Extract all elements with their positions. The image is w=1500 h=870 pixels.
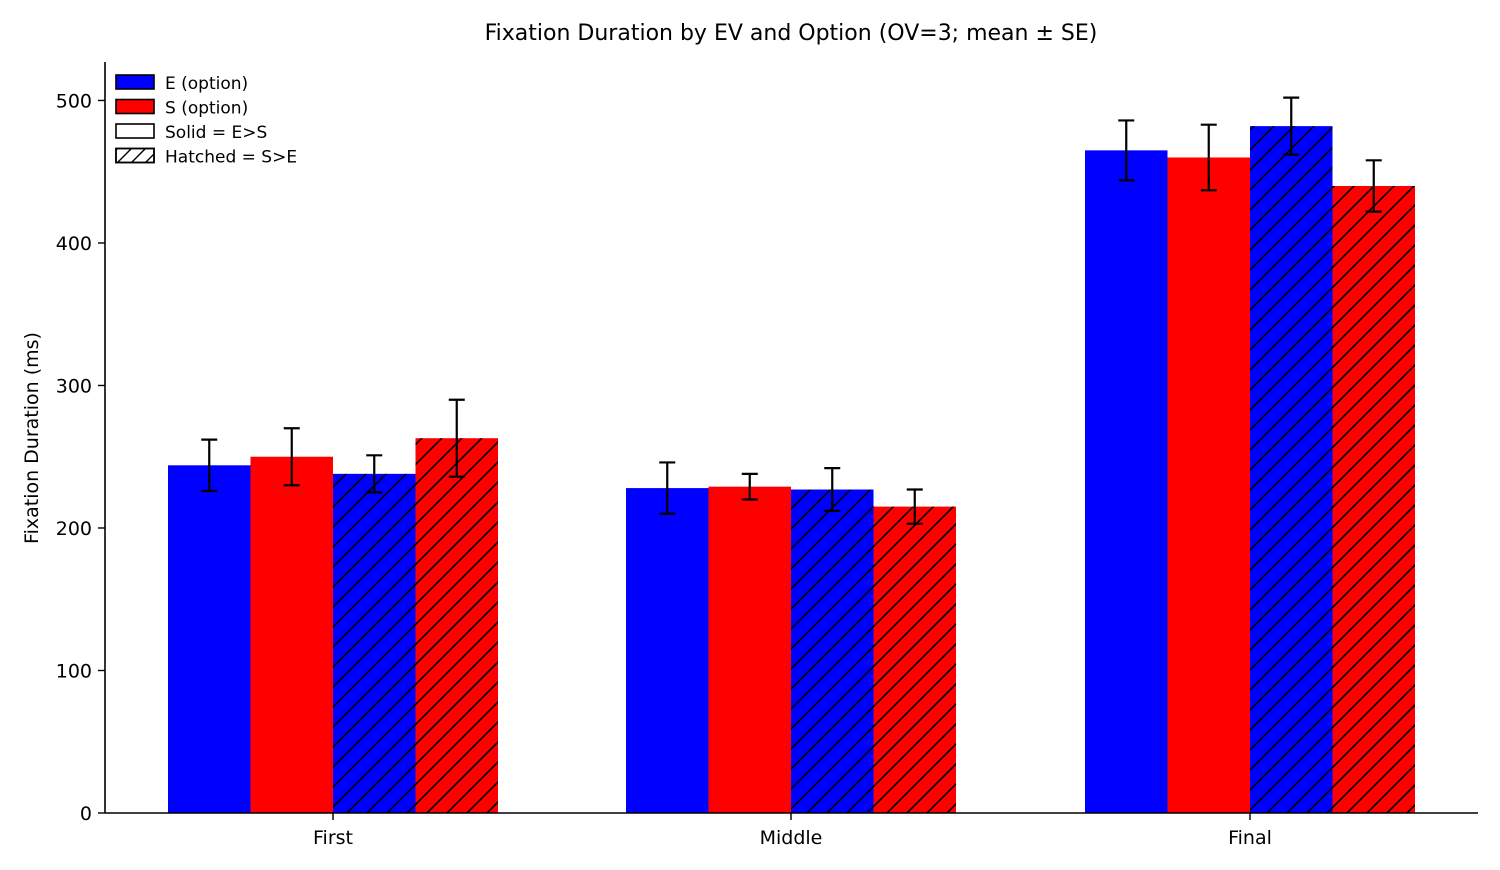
bar-e-hatched-first-hatch — [333, 473, 416, 813]
error-bar — [659, 461, 676, 515]
y-tick-label: 300 — [56, 375, 92, 397]
bar-e-solid-first — [168, 465, 251, 813]
chart-title: Fixation Duration by EV and Option (OV=3… — [485, 21, 1098, 46]
y-tick-label: 200 — [56, 518, 92, 540]
error-bar — [283, 427, 300, 487]
legend: E (option) S (option) Solid = E>S Hatched =… — [115, 74, 297, 168]
legend-swatch — [115, 98, 155, 115]
bar-s-hatched-middle-hatch — [873, 506, 956, 813]
x-tick-label-final: Final — [1228, 827, 1272, 849]
bar-s-hatched-first-hatch — [415, 438, 498, 813]
y-ticks-group: 0 100 200 300 400 500 — [56, 90, 105, 825]
x-ticks-group: First Middle Final — [313, 813, 1272, 849]
error-bar — [824, 467, 841, 512]
legend-label: S (option) — [165, 99, 248, 119]
bar-s-hatched-final-hatch — [1332, 185, 1415, 813]
error-bar — [366, 454, 383, 494]
error-bar — [448, 398, 465, 478]
legend-item: E (option) — [115, 74, 248, 94]
bar-e-hatched-middle-hatch — [791, 489, 874, 813]
error-bar — [741, 472, 758, 501]
legend-swatch — [115, 74, 155, 90]
bar-e-solid-middle — [626, 488, 709, 813]
error-bar — [1200, 123, 1217, 192]
error-bars-group — [201, 96, 1382, 525]
error-bar — [1365, 159, 1382, 213]
error-bar — [1118, 119, 1135, 182]
legend-label: Hatched = S>E — [165, 148, 297, 168]
legend-label: Solid = E>S — [165, 123, 267, 143]
legend-swatch — [115, 123, 155, 139]
y-tick-label: 500 — [56, 90, 92, 112]
error-bar — [906, 488, 923, 525]
legend-item: S (option) — [115, 98, 248, 119]
legend-swatch-hatch — [115, 147, 155, 164]
y-axis-label: Fixation Duration (ms) — [21, 332, 43, 544]
x-tick-label-middle: Middle — [760, 827, 823, 849]
bar-s-solid-first — [250, 456, 333, 813]
legend-label: E (option) — [165, 74, 248, 94]
y-tick-label: 100 — [56, 660, 92, 682]
y-tick-label: 400 — [56, 233, 92, 255]
legend-item: Hatched = S>E — [115, 147, 297, 168]
bar-e-solid-final — [1085, 150, 1168, 814]
bar-s-solid-middle — [708, 486, 791, 813]
x-tick-label-first: First — [313, 827, 353, 849]
bar-s-solid-final — [1167, 157, 1250, 814]
error-bar — [201, 438, 218, 493]
y-tick-label: 0 — [80, 803, 92, 825]
error-bar — [1283, 96, 1300, 156]
bar-e-hatched-final-hatch — [1250, 126, 1333, 813]
bars-group — [168, 126, 1415, 814]
legend-item: Solid = E>S — [115, 123, 267, 143]
